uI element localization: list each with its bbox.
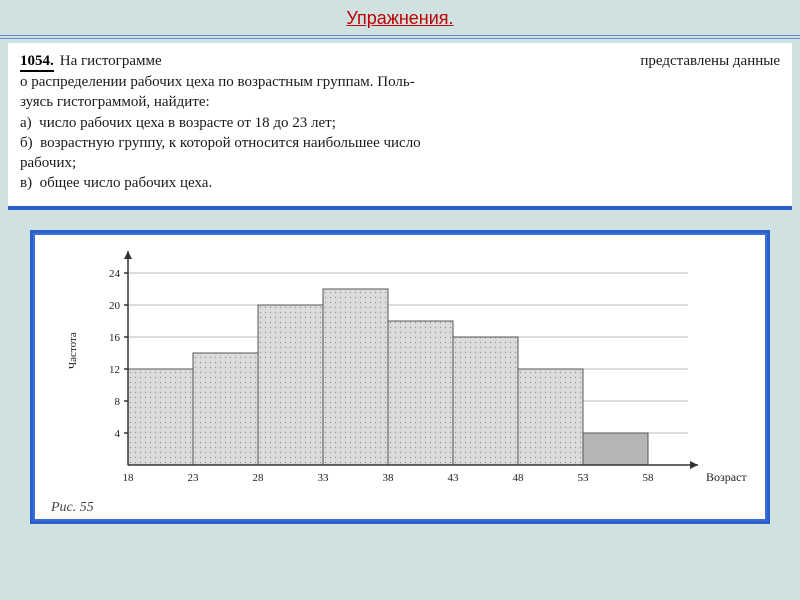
- chart-frame: 4812162024182328333843485358ВозрастЧасто…: [30, 230, 770, 524]
- problem-item-b2: рабочих;: [20, 153, 780, 173]
- svg-text:16: 16: [109, 332, 121, 344]
- problem-number: 1054.: [20, 53, 54, 72]
- problem-intro-left: На гистограмме: [60, 51, 162, 71]
- histogram: 4812162024182328333843485358ВозрастЧасто…: [45, 245, 751, 493]
- problem-body2: зуясь гистограммой, найдите:: [20, 92, 780, 112]
- svg-text:24: 24: [109, 268, 121, 280]
- svg-text:20: 20: [109, 300, 121, 312]
- svg-text:12: 12: [109, 364, 120, 376]
- svg-text:48: 48: [513, 472, 525, 484]
- svg-text:Возраст: Возраст: [706, 470, 747, 484]
- svg-text:4: 4: [115, 428, 121, 440]
- svg-text:53: 53: [578, 472, 590, 484]
- problem-item-c: в) общее число рабочих цеха.: [20, 173, 780, 193]
- problem-intro-right: представлены данные: [640, 51, 780, 71]
- title-bar: Упражнения.: [0, 0, 800, 33]
- svg-text:28: 28: [253, 472, 265, 484]
- figure-label: Рис. 55: [45, 498, 751, 516]
- svg-text:8: 8: [115, 396, 121, 408]
- svg-text:33: 33: [318, 472, 330, 484]
- svg-text:18: 18: [123, 472, 135, 484]
- exercises-title: Упражнения.: [346, 8, 453, 28]
- problem-item-a: а) число рабочих цеха в возрасте от 18 д…: [20, 113, 780, 133]
- divider: [0, 35, 800, 43]
- problem-box: 1054. На гистограмме представлены данные…: [8, 43, 792, 210]
- svg-text:38: 38: [383, 472, 395, 484]
- chart-panel: 4812162024182328333843485358ВозрастЧасто…: [35, 235, 765, 519]
- svg-text:Частота: Частота: [67, 332, 79, 369]
- problem-item-b: б) возрастную группу, к которой относитс…: [20, 133, 780, 153]
- svg-text:23: 23: [188, 472, 200, 484]
- svg-text:58: 58: [643, 472, 655, 484]
- svg-text:43: 43: [448, 472, 460, 484]
- problem-body1: о распределении рабочих цеха по возрастн…: [20, 72, 780, 92]
